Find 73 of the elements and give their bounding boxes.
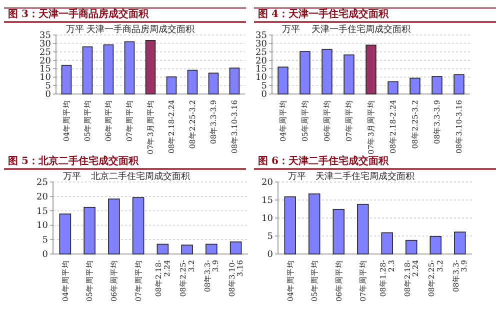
bar	[208, 72, 219, 94]
y-tick-label: 20	[256, 56, 268, 66]
y-tick-label: 5	[45, 82, 52, 92]
y-tick-label: 25	[256, 48, 268, 58]
bar	[410, 78, 420, 94]
y-tick-label: 30	[256, 39, 268, 50]
bar	[166, 76, 177, 94]
y-tick-label: 10	[262, 214, 274, 224]
chart-subtitle: 天津一手住宅周成交面积	[312, 24, 410, 35]
y-tick-label: 15	[36, 206, 48, 217]
chart-title: 图 6：天津二手住宅成交面积	[258, 155, 390, 167]
bar	[388, 81, 398, 94]
bar	[381, 232, 393, 254]
y-axis-title: 万平	[66, 25, 84, 35]
y-tick-label: 35	[40, 31, 52, 41]
chart-title: 图 3：天津一手商品房成交面积	[8, 8, 150, 20]
bar	[187, 70, 198, 94]
y-tick-label: 35	[256, 31, 268, 41]
bar	[181, 244, 193, 254]
bar	[308, 193, 320, 254]
y-axis-title: 万平	[63, 172, 81, 182]
chart-subtitle: 天津二手住宅周成交面积	[316, 171, 414, 182]
y-tick-label: 20	[36, 192, 48, 202]
bar	[156, 244, 169, 254]
bar	[132, 197, 144, 254]
bar	[322, 48, 332, 94]
y-axis-title: 万平	[288, 172, 306, 182]
y-tick-label: 10	[256, 73, 268, 84]
bar	[406, 240, 418, 254]
bar	[108, 198, 120, 254]
bar	[145, 40, 156, 94]
y-tick-label: 5	[261, 82, 268, 92]
bar	[332, 208, 344, 254]
y-tick-label: 25	[36, 178, 48, 188]
chart-subtitle: 北京二手住宅周成交面积	[91, 171, 190, 182]
bar	[357, 204, 369, 254]
bar	[300, 51, 310, 94]
bar	[230, 242, 242, 254]
y-tick-label: 10	[40, 73, 52, 84]
bar	[454, 232, 466, 254]
bar	[82, 46, 93, 94]
bar	[124, 41, 135, 94]
y-tick-label: 15	[40, 64, 52, 75]
bar	[206, 244, 218, 254]
y-axis-title: 万平	[282, 25, 300, 35]
y-tick-label: 0	[42, 250, 48, 260]
bar	[59, 214, 72, 254]
y-tick-label: 15	[262, 196, 274, 206]
y-tick-label: 15	[256, 64, 268, 75]
bar	[61, 64, 72, 94]
y-tick-label: 10	[36, 221, 48, 232]
bar	[432, 76, 442, 94]
bar	[344, 54, 354, 94]
y-tick-label: 20	[262, 178, 274, 188]
y-tick-label: 0	[45, 90, 52, 100]
bar	[278, 66, 288, 94]
y-tick-label: 30	[40, 39, 52, 50]
y-tick-label: 0	[267, 250, 274, 260]
chart-subtitle: 天津一手商品房周成交面积	[86, 24, 194, 35]
bar	[284, 196, 296, 254]
y-tick-label: 20	[40, 56, 52, 66]
y-tick-label: 5	[42, 236, 48, 246]
bar	[103, 44, 114, 94]
bar	[229, 68, 240, 94]
chart-title: 图 4：天津一手住宅成交面积	[258, 8, 390, 20]
bar	[366, 44, 376, 94]
y-tick-label: 0	[261, 90, 268, 100]
chart-title: 图 5：北京二手住宅成交面积	[8, 155, 140, 167]
bar	[84, 206, 96, 254]
y-tick-label: 25	[40, 48, 52, 58]
bar	[430, 236, 442, 254]
bar	[454, 74, 464, 94]
y-tick-label: 5	[267, 232, 274, 242]
